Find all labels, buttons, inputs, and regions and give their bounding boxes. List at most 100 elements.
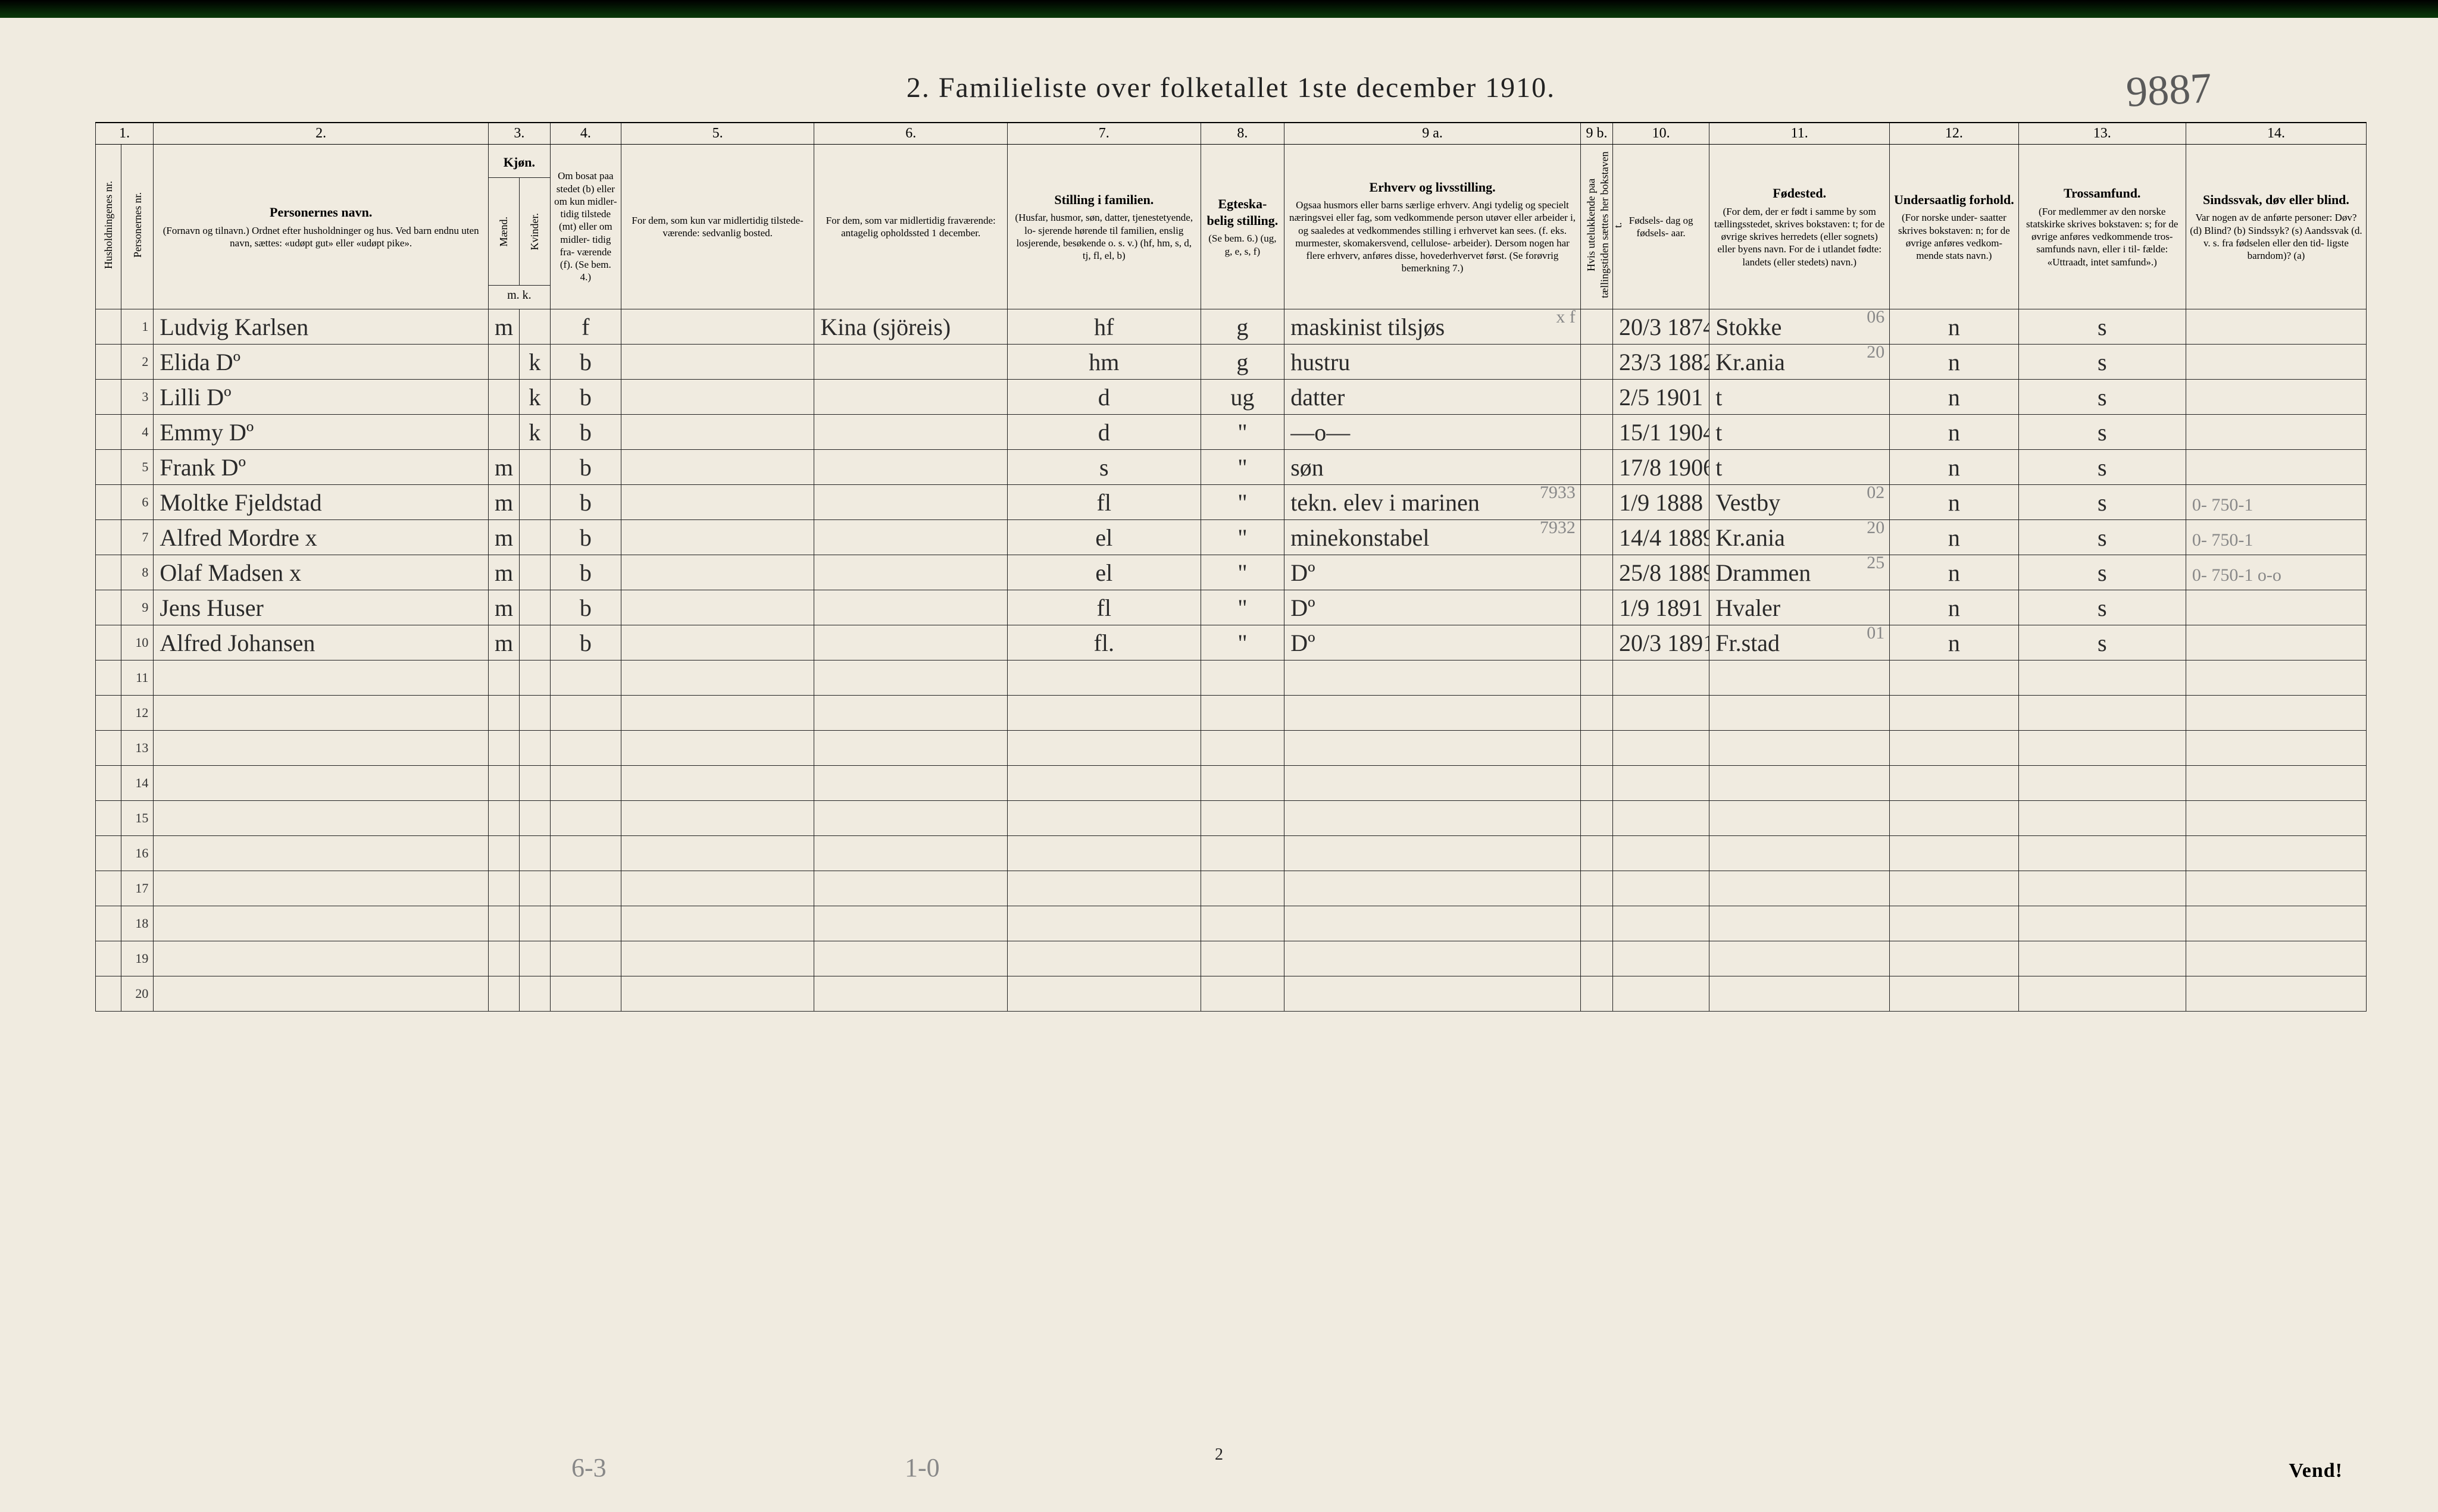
cell-residence bbox=[550, 976, 621, 1012]
cell-birthplace bbox=[1709, 836, 1890, 871]
cell-temp-present bbox=[621, 380, 814, 415]
cell-name: Moltke Fjeldstad bbox=[154, 485, 489, 520]
cell-religion bbox=[2018, 731, 2186, 766]
cell-family-position: hf bbox=[1007, 309, 1201, 345]
cell-name: Alfred Johansen bbox=[154, 625, 489, 660]
hdr-disability: Sindssvak, døv eller blind. Var nogen av… bbox=[2186, 145, 2366, 309]
cell-person-nr: 8 bbox=[121, 555, 154, 590]
cell-family-position bbox=[1007, 660, 1201, 696]
cell-residence: b bbox=[550, 380, 621, 415]
cell-sex-k bbox=[519, 590, 550, 625]
cell-name bbox=[154, 660, 489, 696]
cell-temp-absent bbox=[814, 660, 1008, 696]
colnum-5: 5. bbox=[621, 123, 814, 145]
cell-religion bbox=[2018, 906, 2186, 941]
cell-family-position bbox=[1007, 976, 1201, 1012]
table-row: 4Emmy Dºkbd"—o—15/1 1904tns bbox=[96, 415, 2367, 450]
cell-9b bbox=[1580, 309, 1612, 345]
cell-person-nr: 5 bbox=[121, 450, 154, 485]
colnum-9b: 9 b. bbox=[1580, 123, 1612, 145]
cell-sex-m: m bbox=[488, 590, 519, 625]
cell-9b bbox=[1580, 836, 1612, 871]
colnum-8: 8. bbox=[1201, 123, 1284, 145]
top-reference-number: 9887 bbox=[2125, 63, 2213, 117]
cell-temp-absent bbox=[814, 520, 1008, 555]
cell-person-nr: 19 bbox=[121, 941, 154, 976]
cell-temp-absent bbox=[814, 345, 1008, 380]
table-row: 20 bbox=[96, 976, 2367, 1012]
cell-person-nr: 12 bbox=[121, 696, 154, 731]
cell-temp-absent bbox=[814, 976, 1008, 1012]
pencil-annotation: 01 bbox=[1867, 625, 1884, 644]
cell-occupation: søn bbox=[1284, 450, 1581, 485]
colnum-12: 12. bbox=[1890, 123, 2018, 145]
cell-household-nr bbox=[96, 906, 121, 941]
hdr-temp-present: For dem, som kun var midlertidig tilsted… bbox=[621, 145, 814, 309]
cell-disability: 0- 750-1 o-o bbox=[2186, 555, 2366, 590]
cell-family-position: el bbox=[1007, 520, 1201, 555]
cell-household-nr bbox=[96, 696, 121, 731]
cell-religion: s bbox=[2018, 625, 2186, 660]
cell-sex-k bbox=[519, 696, 550, 731]
cell-birthdate: 1/9 1891 bbox=[1612, 590, 1709, 625]
cell-temp-present bbox=[621, 520, 814, 555]
cell-name: Olaf Madsen x bbox=[154, 555, 489, 590]
cell-temp-present bbox=[621, 871, 814, 906]
colnum-4: 4. bbox=[550, 123, 621, 145]
cell-temp-absent bbox=[814, 801, 1008, 836]
cell-9b bbox=[1580, 450, 1612, 485]
cell-occupation bbox=[1284, 766, 1581, 801]
cell-nationality: n bbox=[1890, 309, 2018, 345]
cell-nationality bbox=[1890, 836, 2018, 871]
cell-disability: 0- 750-1 bbox=[2186, 485, 2366, 520]
cell-disability bbox=[2186, 380, 2366, 415]
cell-9b bbox=[1580, 485, 1612, 520]
table-row: 5Frank Dºmbs"søn17/8 1906tns bbox=[96, 450, 2367, 485]
cell-sex-m bbox=[488, 731, 519, 766]
table-row: 18 bbox=[96, 906, 2367, 941]
cell-temp-present bbox=[621, 625, 814, 660]
footer-handwritten-mid: 1-0 bbox=[905, 1452, 940, 1483]
cell-temp-absent bbox=[814, 450, 1008, 485]
cell-birthplace bbox=[1709, 871, 1890, 906]
cell-person-nr: 20 bbox=[121, 976, 154, 1012]
cell-nationality: n bbox=[1890, 555, 2018, 590]
cell-marital: ug bbox=[1201, 380, 1284, 415]
pencil-annotation: 06 bbox=[1867, 309, 1884, 328]
cell-disability bbox=[2186, 836, 2366, 871]
cell-person-nr: 10 bbox=[121, 625, 154, 660]
cell-residence bbox=[550, 906, 621, 941]
cell-birthdate bbox=[1612, 941, 1709, 976]
cell-family-position: fl bbox=[1007, 590, 1201, 625]
cell-nationality bbox=[1890, 696, 2018, 731]
cell-sex-k bbox=[519, 801, 550, 836]
cell-name bbox=[154, 766, 489, 801]
cell-birthplace: Vestby02 bbox=[1709, 485, 1890, 520]
cell-sex-m: m bbox=[488, 485, 519, 520]
colnum-2: 2. bbox=[154, 123, 489, 145]
cell-marital: " bbox=[1201, 625, 1284, 660]
header-row: Husholdningenes nr. Personernes nr. Pers… bbox=[96, 145, 2367, 309]
cell-occupation: Dº bbox=[1284, 555, 1581, 590]
cell-residence: f bbox=[550, 309, 621, 345]
cell-temp-absent bbox=[814, 871, 1008, 906]
cell-occupation bbox=[1284, 696, 1581, 731]
table-row: 14 bbox=[96, 766, 2367, 801]
pencil-annotation: 0- 750-1 bbox=[2192, 530, 2253, 550]
cell-religion: s bbox=[2018, 345, 2186, 380]
cell-residence bbox=[550, 766, 621, 801]
cell-religion: s bbox=[2018, 590, 2186, 625]
cell-marital: g bbox=[1201, 345, 1284, 380]
cell-birthplace bbox=[1709, 660, 1890, 696]
cell-household-nr bbox=[96, 625, 121, 660]
cell-name bbox=[154, 696, 489, 731]
cell-nationality bbox=[1890, 976, 2018, 1012]
cell-person-nr: 11 bbox=[121, 660, 154, 696]
census-table: 1. 2. 3. 4. 5. 6. 7. 8. 9 a. 9 b. 10. 11… bbox=[95, 122, 2367, 1012]
cell-person-nr: 7 bbox=[121, 520, 154, 555]
cell-birthplace: t bbox=[1709, 450, 1890, 485]
cell-disability bbox=[2186, 731, 2366, 766]
cell-temp-present bbox=[621, 766, 814, 801]
table-row: 16 bbox=[96, 836, 2367, 871]
cell-occupation: minekonstabel7932 bbox=[1284, 520, 1581, 555]
